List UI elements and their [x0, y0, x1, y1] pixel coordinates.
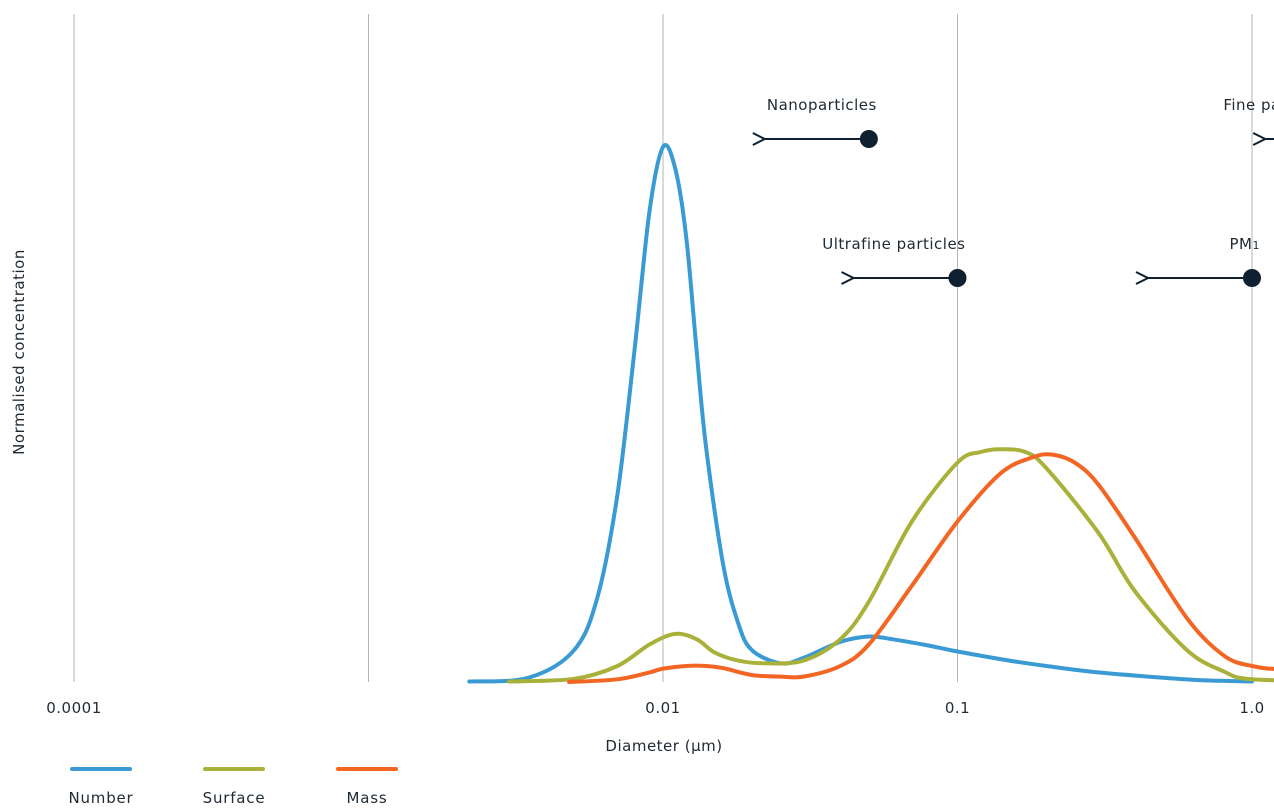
series-line-mass: [569, 454, 1274, 682]
annotation-dot: [1243, 269, 1261, 287]
x-tick-label: 1.0: [1239, 699, 1264, 717]
series-line-surface: [509, 449, 1274, 681]
grid-lines: [74, 14, 1274, 682]
legend-label-surface: Surface: [203, 789, 266, 807]
annotation-label: PM1: [1230, 235, 1261, 253]
x-tick-label: 0.01: [645, 699, 680, 717]
series-line-number: [469, 145, 1252, 681]
legend: Number Surface Mass: [68, 769, 396, 807]
annotation-dot: [949, 269, 967, 287]
annotation-3: PM1: [1148, 235, 1261, 287]
annotation-2: Fine particles PM2.5: [1223, 96, 1274, 148]
legend-label-number: Number: [68, 789, 133, 807]
y-axis-label: Normalised concentration: [10, 249, 28, 455]
annotation-label: Fine particles PM2.5: [1223, 96, 1274, 114]
annotation-label: Ultrafine particles: [822, 235, 965, 253]
annotation-0: Nanoparticles: [765, 96, 878, 148]
annotation-label: Nanoparticles: [767, 96, 877, 114]
x-axis-label: Diameter (µm): [605, 737, 722, 755]
x-tick-label: 0.1: [945, 699, 970, 717]
x-tick-label: 0.0001: [46, 699, 102, 717]
annotation-1: Ultrafine particles: [822, 235, 966, 287]
annotations: Nanoparticles Ultrafine particles Fine par…: [765, 96, 1274, 287]
legend-label-mass: Mass: [347, 789, 388, 807]
series-layer: [469, 145, 1274, 682]
annotation-dot: [860, 130, 878, 148]
